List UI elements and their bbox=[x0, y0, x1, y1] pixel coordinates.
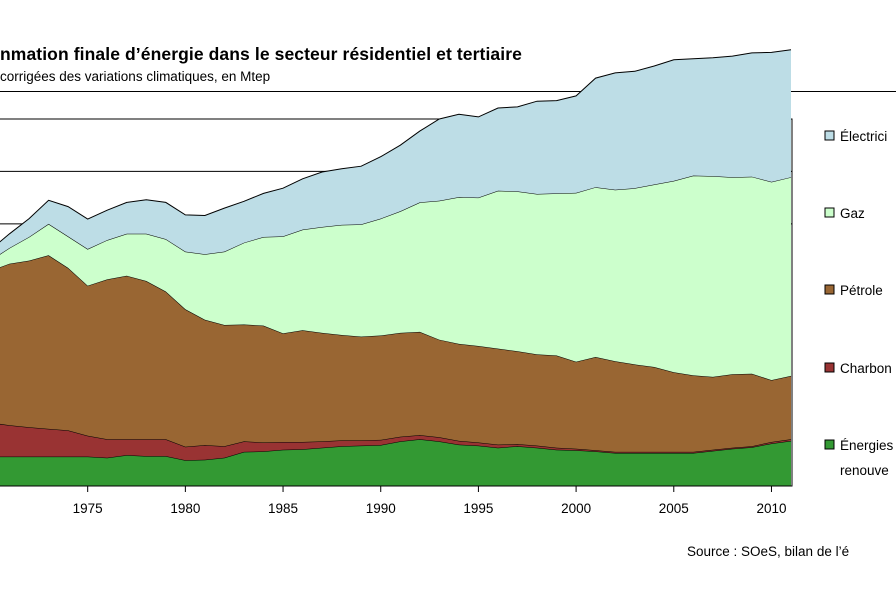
area--nergies-renouvelables bbox=[0, 439, 791, 486]
legend-label: Électrici bbox=[840, 129, 887, 144]
legend-swatch bbox=[824, 207, 835, 218]
area--lectricit- bbox=[0, 49, 791, 255]
legend-swatch bbox=[824, 130, 835, 141]
source-note: Source : SOeS, bilan de l’é bbox=[687, 544, 850, 559]
area-charbon bbox=[0, 423, 791, 461]
x-tick-label: 2010 bbox=[756, 501, 786, 516]
chart-subtitle: corrigées des variations climatiques, en… bbox=[0, 69, 271, 84]
x-tick-label: 1980 bbox=[170, 501, 200, 516]
legend-label: Gaz bbox=[840, 206, 865, 221]
legend-label: Charbon bbox=[840, 361, 892, 376]
area-boundary-line bbox=[0, 49, 792, 243]
header-divider bbox=[0, 91, 896, 92]
area-p-trole bbox=[0, 255, 791, 452]
legend-swatch bbox=[824, 284, 835, 295]
area-gaz bbox=[0, 175, 791, 381]
x-tick-label: 1990 bbox=[366, 501, 396, 516]
legend-swatch bbox=[824, 362, 835, 373]
chart-title: nmation finale d’énergie dans le secteur… bbox=[0, 44, 522, 64]
legend-label: Pétrole bbox=[840, 283, 883, 298]
legend-label: renouve bbox=[840, 463, 889, 478]
x-tick-label: 1985 bbox=[268, 501, 298, 516]
x-tick-label: 2005 bbox=[659, 501, 689, 516]
legend-label: Énergies bbox=[840, 438, 894, 453]
x-tick-label: 1975 bbox=[73, 501, 103, 516]
legend-swatch bbox=[824, 439, 835, 450]
x-tick-label: 2000 bbox=[561, 501, 591, 516]
x-tick-label: 1995 bbox=[463, 501, 493, 516]
